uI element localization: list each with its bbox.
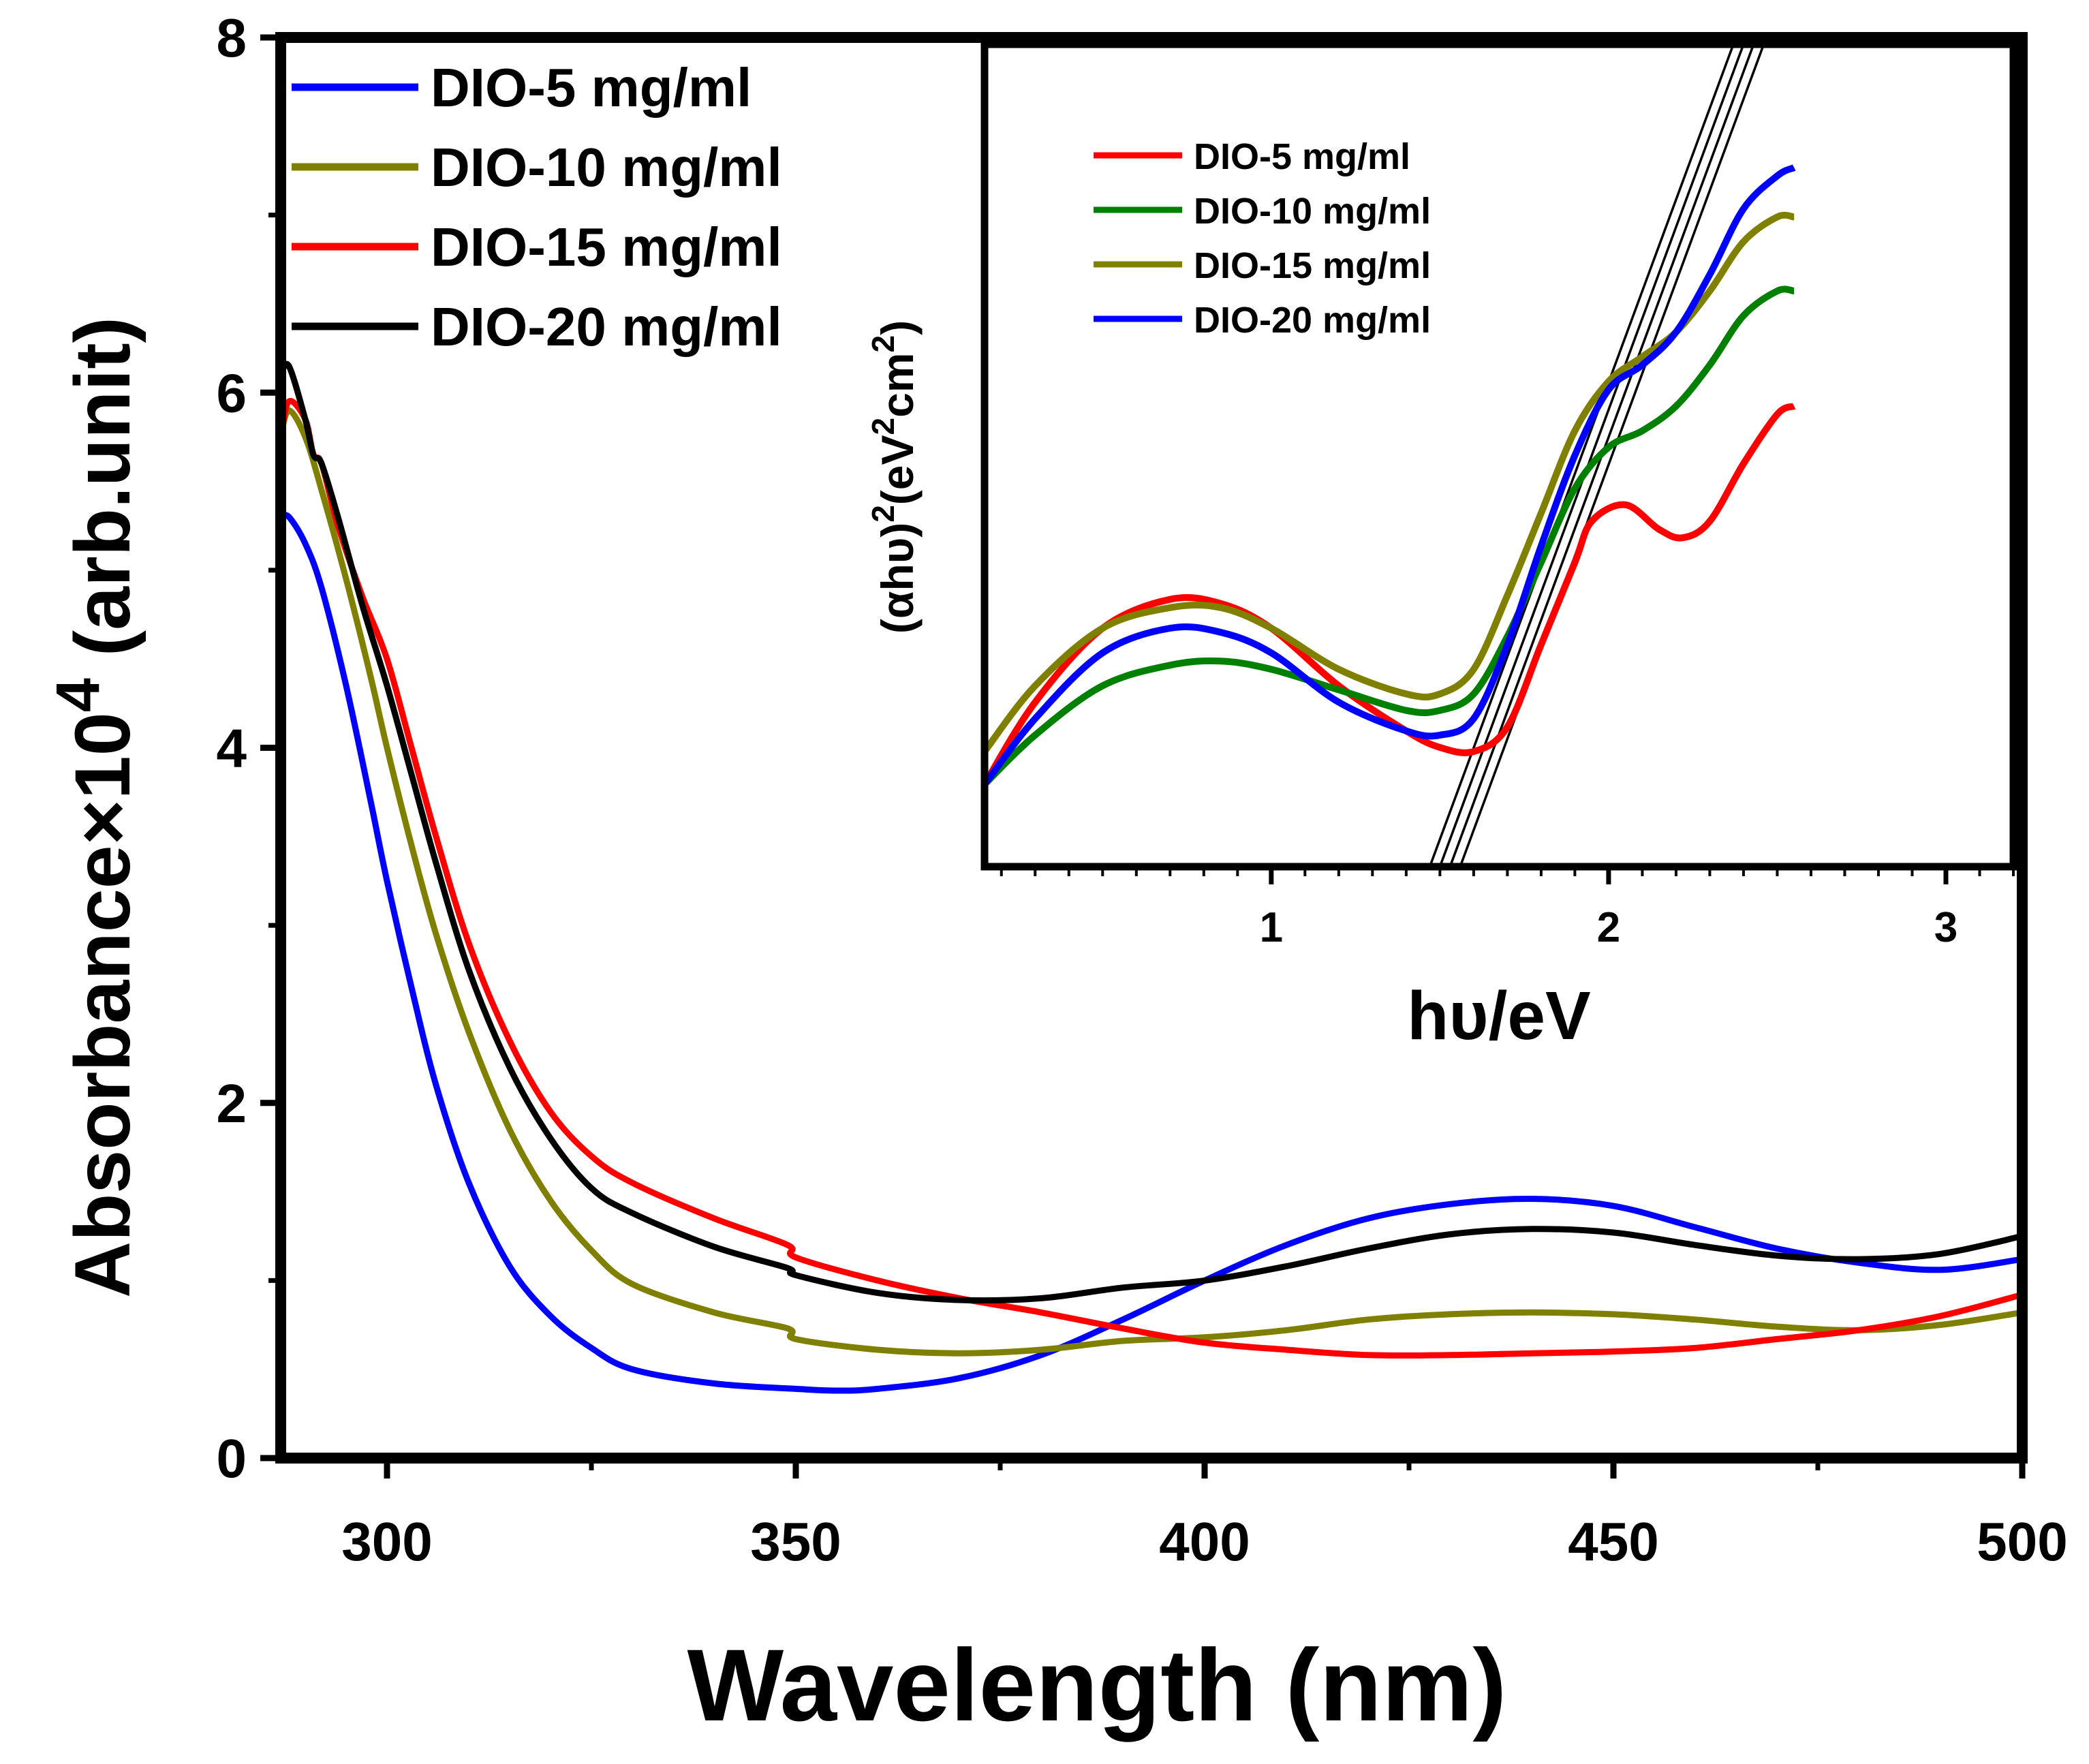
inset-legend-label-4: DIO-20 mg/ml [1194,300,1431,341]
main-series-line-4 [281,360,2022,1304]
main-legend-label-1: DIO-5 mg/ml [431,57,752,118]
main-legend-label-4: DIO-20 mg/ml [431,296,782,357]
inset-plot-frame [980,40,2017,871]
main-y-tick-label-0: 0 [217,1428,247,1489]
main-x-tick-label-450: 450 [1568,1511,1658,1572]
main-y-tick-label-8: 8 [217,7,247,68]
main-legend-label-2: DIO-10 mg/ml [431,137,782,198]
inset-series-line-2 [985,285,1795,787]
inset-tangent-line-1 [1428,44,1735,867]
inset-x-tick-label-2: 2 [1597,904,1620,951]
main-y-tick-label-2: 2 [217,1073,247,1134]
inset-x-tick-label-3: 3 [1934,904,1958,951]
inset-tangent-line-2 [1438,44,1745,867]
inset-legend-label-3: DIO-15 mg/ml [1194,245,1431,286]
main-x-tick-label-350: 350 [750,1511,841,1572]
main-x-tick-label-500: 500 [1977,1511,2067,1572]
main-legend-label-3: DIO-15 mg/ml [431,217,782,277]
main-x-axis-label: Wavelength (nm) [687,1628,1507,1742]
main-plot: 300 350 400 450 500 0 2 4 6 8 DIO-5 mg/ml DIO-10 m… [44,7,2068,1742]
main-x-tick-label-300: 300 [341,1511,432,1572]
inset-legend-label-1: DIO-5 mg/ml [1194,136,1410,177]
inset-legend-label-2: DIO-10 mg/ml [1194,191,1431,232]
inset-legend: DIO-5 mg/ml DIO-10 mg/ml DIO-15 mg/ml DIO-2… [1094,136,1431,341]
inset-tangent-line-4 [1459,44,1765,867]
main-series-line-1 [281,512,2022,1394]
inset-series-line-1 [985,403,1796,786]
main-x-tick-label-400: 400 [1159,1511,1250,1572]
inset-series-line-4 [985,164,1796,787]
inset-x-axis-label: hυ/eV [1407,978,1591,1054]
main-y-axis-label: Absorbance×104 (arb.unit) [44,317,146,1298]
inset-x-tick-label-1: 1 [1260,904,1283,951]
inset-y-axis-label: (αhυ)2(eV2cm2) [865,320,923,634]
main-series-line-3 [281,398,2022,1359]
main-series-line-2 [281,407,2022,1357]
inset-background [985,44,2013,867]
main-y-tick-label-4: 4 [217,718,247,779]
inset-series-line-3 [985,211,1795,754]
main-legend: DIO-5 mg/ml DIO-10 mg/ml DIO-15 mg/ml DIO-2… [292,57,782,357]
main-y-tick-label-6: 6 [217,362,247,423]
